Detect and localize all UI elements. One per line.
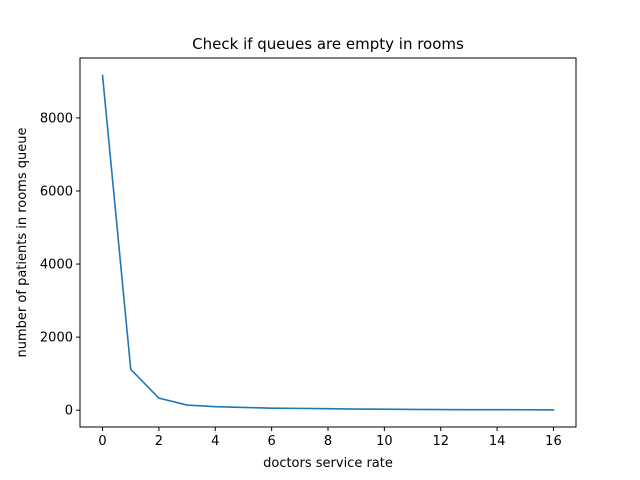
y-tick-label: 8000 <box>40 111 73 126</box>
y-tick-label: 6000 <box>40 184 73 199</box>
y-axis: 0 2000 4000 6000 8000 <box>40 111 80 419</box>
y-tick-label: 2000 <box>40 331 73 346</box>
x-tick-label: 8 <box>324 434 332 449</box>
series-layer <box>101 74 555 411</box>
y-tick-label: 4000 <box>40 258 73 273</box>
x-tick-label: 0 <box>98 434 106 449</box>
x-tick-label: 2 <box>155 434 163 449</box>
x-tick-label: 16 <box>545 434 562 449</box>
chart-title: Check if queues are empty in rooms <box>192 35 464 53</box>
x-tick-label: 6 <box>267 434 275 449</box>
x-axis-label: doctors service rate <box>263 456 393 471</box>
x-tick-label: 14 <box>489 434 506 449</box>
series-line <box>101 74 555 411</box>
x-tick-label: 10 <box>376 434 393 449</box>
x-tick-label: 12 <box>432 434 449 449</box>
y-axis-label: number of patients in rooms queue <box>15 128 30 358</box>
y-tick-label: 0 <box>65 404 73 419</box>
x-tick-label: 4 <box>211 434 219 449</box>
x-axis: 0 2 4 6 8 10 12 14 16 <box>98 427 562 449</box>
